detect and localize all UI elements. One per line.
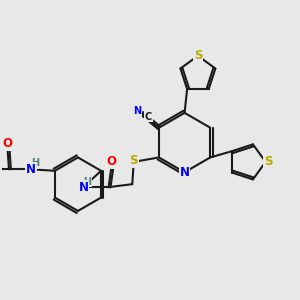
Text: O: O <box>106 155 116 168</box>
Text: N: N <box>26 163 36 176</box>
Text: N: N <box>134 106 142 116</box>
Text: N: N <box>180 166 190 179</box>
Text: S: S <box>194 49 202 62</box>
Text: S: S <box>264 155 272 168</box>
Text: N: N <box>78 181 88 194</box>
Text: C: C <box>145 112 152 122</box>
Text: S: S <box>130 154 138 167</box>
Text: H: H <box>31 158 39 168</box>
Text: O: O <box>2 137 13 150</box>
Text: H: H <box>83 177 91 187</box>
